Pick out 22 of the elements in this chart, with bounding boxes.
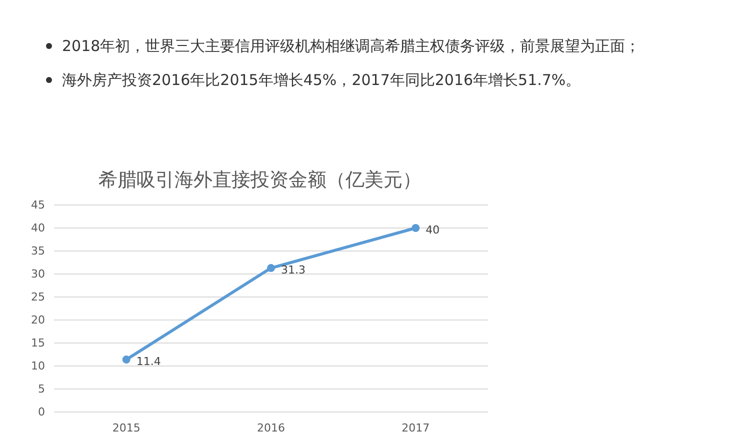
text: 2018年初，世界三大主要信用评级机构相继调高希腊主权债务评级，前景展望为正面； <box>62 37 640 55</box>
point <box>122 356 130 364</box>
point <box>267 264 275 272</box>
x-tick-label: 2015 <box>112 422 140 434</box>
y-tick-label: 0 <box>38 406 45 418</box>
y-tick-label: 35 <box>31 244 45 258</box>
data-label: 31.3 <box>281 264 306 277</box>
text: 海外房产投资2016年比2015年增长45%，2017年同比2016年增长51.7%。 <box>62 71 581 89</box>
y-tick-label: 45 <box>31 198 45 212</box>
x-tick-label: 2017 <box>402 422 430 434</box>
y-tick-label: 5 <box>38 382 45 396</box>
y-tick-label: 10 <box>31 360 45 372</box>
y-tick-label: 15 <box>31 336 45 350</box>
data-label: 11.4 <box>136 355 161 368</box>
y-tick-label: 25 <box>31 290 45 304</box>
point <box>412 224 420 232</box>
y-tick-label: 40 <box>31 222 45 234</box>
y-tick-label: 30 <box>31 268 45 280</box>
y-tick-label: 20 <box>31 314 45 326</box>
chart-title: 希腊吸引海外直接投资金额（亿美元） <box>98 169 422 191</box>
data-label: 40 <box>426 224 440 236</box>
x-tick-label: 2016 <box>257 422 285 434</box>
